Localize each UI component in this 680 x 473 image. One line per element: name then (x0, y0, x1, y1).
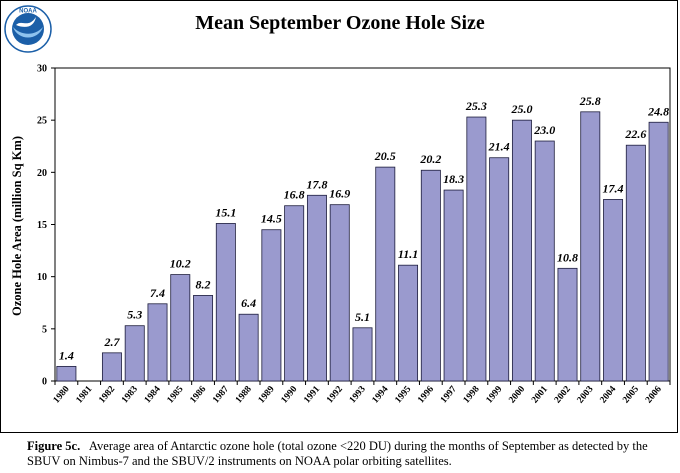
x-tick-label: 1980 (52, 384, 72, 405)
bar (124, 325, 145, 382)
data-label: 25.8 (579, 94, 601, 108)
x-tick-label: 1997 (439, 384, 459, 405)
data-label: 22.6 (624, 127, 646, 141)
seagull-icon (16, 17, 36, 27)
bar (56, 365, 77, 382)
y-tick-label: 10 (37, 272, 47, 283)
y-tick-label: 25 (37, 116, 47, 127)
noaa-logo-text: NOAA (19, 9, 37, 15)
x-tick-label: 1986 (188, 384, 208, 405)
bar (557, 267, 578, 382)
x-tick-label: 1994 (371, 384, 391, 405)
x-tick-label: 1983 (120, 384, 140, 405)
data-label: 1.4 (59, 348, 74, 362)
x-tick-label: 1984 (143, 384, 163, 405)
x-tick-label: 2006 (644, 384, 664, 405)
plot-area: 0 5 10 15 20 25 30 1980 1.4 1981 1982 2.7 1983 5.3 198… (37, 64, 671, 405)
y-tick-label: 5 (42, 324, 47, 335)
bar (170, 274, 191, 382)
bar (284, 205, 305, 382)
data-label: 16.8 (284, 188, 305, 202)
figure-caption: Figure 5c. Average area of Antarctic ozo… (27, 439, 677, 469)
bar (215, 223, 236, 382)
data-label: 7.4 (150, 286, 165, 300)
bar (534, 140, 555, 382)
x-tick-label: 2005 (621, 384, 641, 405)
data-label: 23.0 (533, 123, 555, 137)
x-tick-label: 1999 (485, 384, 505, 405)
data-label: 2.7 (103, 335, 120, 349)
x-tick-label: 2001 (530, 384, 550, 405)
bar-chart: 0 5 10 15 20 25 30 1980 1.4 1981 1982 2.7 1983 5.3 198… (10, 64, 671, 405)
x-tick-label: 1989 (257, 384, 277, 405)
x-tick-label: 1982 (97, 384, 117, 405)
x-tick-label: 1995 (393, 384, 413, 405)
bar (352, 327, 373, 382)
bar (238, 313, 259, 382)
x-tick-label: 1998 (462, 384, 482, 405)
data-label: 10.8 (557, 250, 578, 264)
x-tick-label: 2002 (553, 384, 573, 405)
data-label: 11.1 (398, 247, 418, 261)
x-tick-label: 1988 (234, 384, 254, 405)
x-tick-label: 1981 (75, 384, 95, 405)
data-label: 24.8 (647, 104, 669, 118)
x-tick-label: 1996 (416, 384, 436, 405)
data-label: 14.5 (261, 212, 282, 226)
data-label: 8.2 (196, 277, 211, 291)
data-label: 21.4 (488, 140, 510, 154)
x-tick-label: 1985 (166, 384, 186, 405)
data-label: 20.5 (374, 149, 396, 163)
y-tick-label: 0 (42, 377, 47, 388)
y-tick-label: 20 (37, 168, 47, 179)
y-axis-title: Ozone Hole Area (million Sq Km) (10, 136, 24, 316)
data-label: 5.3 (127, 308, 142, 322)
bar (147, 303, 168, 382)
data-label: 25.3 (465, 99, 487, 113)
noaa-logo-disc (12, 13, 44, 45)
bar (511, 119, 532, 382)
x-tick-label: 2003 (576, 384, 596, 405)
data-label: 25.0 (510, 102, 532, 116)
bar (193, 295, 214, 382)
x-tick-label: 1987 (211, 384, 231, 405)
noaa-logo: NOAA (4, 5, 52, 53)
bar (101, 352, 122, 382)
bar (625, 144, 646, 382)
data-label: 16.9 (329, 187, 350, 201)
bar (306, 194, 327, 382)
bar (443, 189, 464, 382)
bar (398, 264, 419, 382)
data-label: 17.8 (306, 177, 327, 191)
data-label: 5.1 (355, 310, 370, 324)
data-label: 15.1 (215, 205, 236, 219)
y-tick-label: 30 (37, 64, 47, 75)
y-tick-label: 15 (37, 220, 47, 231)
bar (489, 157, 510, 382)
x-tick-label: 2000 (507, 384, 527, 405)
x-tick-label: 2004 (598, 384, 618, 405)
x-tick-label: 1991 (302, 384, 322, 405)
chart-frame (0, 0, 678, 433)
bar (466, 116, 487, 382)
x-tick-label: 1990 (280, 384, 300, 405)
bar (648, 121, 669, 382)
data-label: 10.2 (170, 257, 191, 271)
data-label: 6.4 (241, 296, 256, 310)
x-tick-label: 1993 (348, 384, 368, 405)
bar (375, 166, 396, 382)
bar (603, 199, 624, 382)
data-label: 17.4 (603, 181, 624, 195)
bar (329, 204, 350, 382)
x-tick-label: 1992 (325, 384, 345, 405)
bar (580, 111, 601, 382)
chart-title: Mean September Ozone Hole Size (195, 12, 485, 34)
data-label: 18.3 (443, 172, 464, 186)
caption-text: Average area of Antarctic ozone hole (to… (27, 439, 648, 468)
bar (420, 169, 441, 382)
bar (261, 229, 282, 382)
caption-label: Figure 5c. (27, 439, 81, 453)
data-label: 20.2 (419, 152, 441, 166)
